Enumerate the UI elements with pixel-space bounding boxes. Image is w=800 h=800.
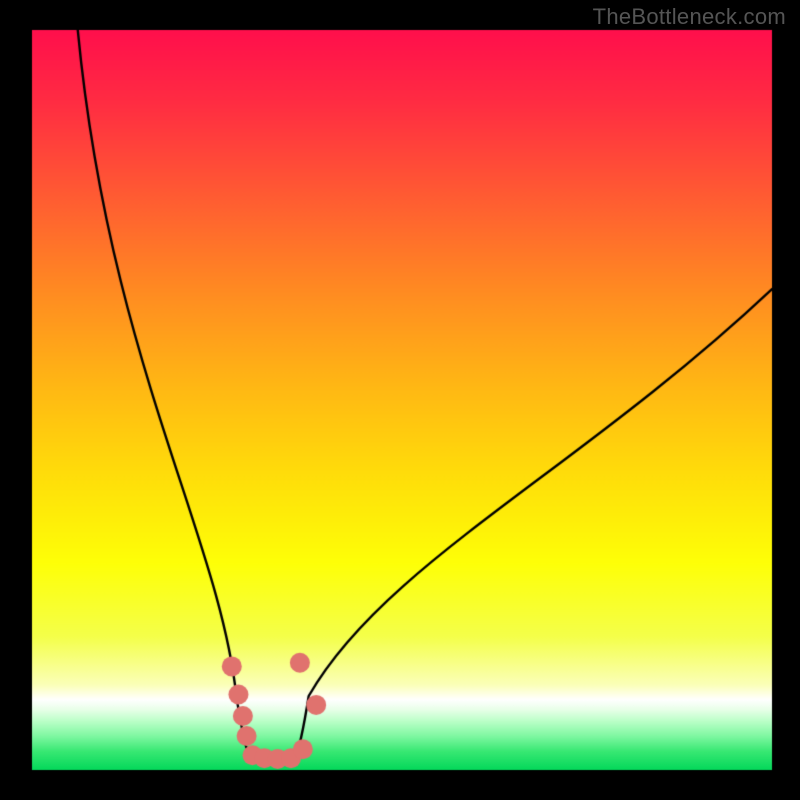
watermark-label: TheBottleneck.com [593, 4, 786, 30]
chart-stage: TheBottleneck.com [0, 0, 800, 800]
bottleneck-chart [0, 0, 800, 800]
